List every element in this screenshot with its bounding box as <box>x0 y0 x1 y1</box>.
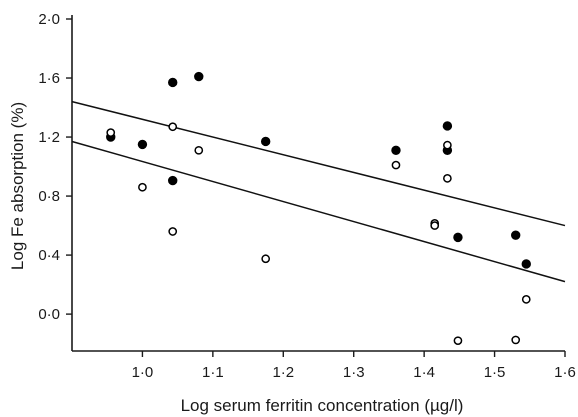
axes <box>71 15 565 352</box>
open-data-point <box>511 335 521 345</box>
filled-data-point <box>260 136 271 147</box>
open-data-point <box>453 336 463 346</box>
data-points <box>106 71 531 346</box>
open-data-point <box>521 295 531 304</box>
y-tick-label: 1·2 <box>38 129 60 146</box>
x-tick-label: 1·0 <box>132 364 154 381</box>
x-axis-title: Log serum ferritin concentration (µg/l) <box>181 396 464 415</box>
regression-lines <box>71 100 566 283</box>
open-data-point <box>261 254 271 264</box>
filled-data-point <box>453 232 463 243</box>
open-data-point <box>443 140 452 150</box>
open-data-point <box>138 182 147 192</box>
open-data-point <box>168 227 178 236</box>
filled-data-point <box>194 71 204 82</box>
x-tick-label: 1·3 <box>343 364 365 381</box>
x-tick-label: 1·2 <box>272 364 294 381</box>
y-tick-label: 1·6 <box>38 70 60 87</box>
open-data-point <box>430 221 440 230</box>
x-tick-label: 1·4 <box>413 364 435 381</box>
x-tick-label: 1·6 <box>554 364 576 381</box>
y-axis-title: Log Fe absorption (%) <box>8 102 27 270</box>
filled-data-point <box>511 230 521 240</box>
open-data-point <box>168 122 178 132</box>
open-data-point <box>106 128 116 137</box>
filled-data-point <box>521 259 531 269</box>
x-ticks: 1·0 1·1 1·2 1·3 1·4 1·5 1·6 <box>132 351 576 381</box>
lower-regression-line <box>71 140 566 283</box>
y-ticks: 0·0 0·4 0·8 1·2 1·6 2·0 <box>38 11 72 323</box>
y-tick-label: 2·0 <box>38 11 60 28</box>
open-data-point <box>391 160 401 170</box>
open-data-point <box>443 174 452 183</box>
x-tick-label: 1·5 <box>484 364 506 381</box>
filled-data-point <box>137 139 148 150</box>
y-tick-label: 0·8 <box>38 188 60 205</box>
x-tick-label: 1·1 <box>202 364 224 381</box>
y-tick-label: 0·4 <box>38 247 60 264</box>
filled-data-point <box>168 77 178 88</box>
filled-data-point <box>442 121 453 131</box>
y-tick-label: 0·0 <box>38 306 60 323</box>
upper-regression-line <box>71 100 566 227</box>
filled-data-point <box>391 145 401 156</box>
filled-data-point <box>168 175 178 186</box>
open-data-point <box>194 145 204 155</box>
